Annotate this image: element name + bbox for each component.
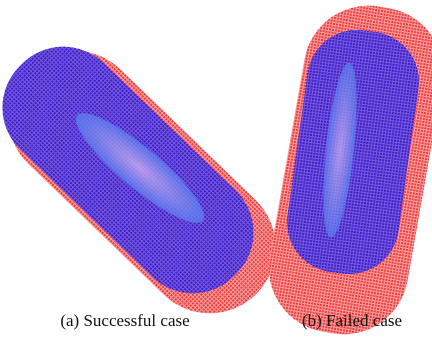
image-successful-case — [0, 23, 303, 341]
image-failed-case — [258, 0, 432, 341]
figure: (a) Successful case (b) Failed case — [0, 0, 432, 341]
caption: (a) Successful case — [60, 311, 189, 330]
caption: (b) Failed case — [302, 311, 402, 330]
